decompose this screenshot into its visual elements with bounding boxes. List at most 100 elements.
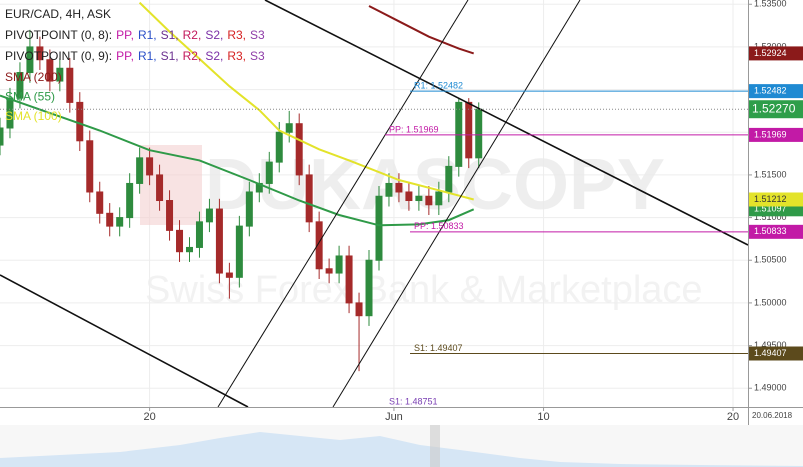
y-tick-label: 1.49000 [754, 383, 787, 393]
sma-line [0, 94, 475, 227]
navigator-window [430, 425, 440, 467]
y-tick-label: 1.50000 [754, 297, 787, 307]
candle-body [205, 208, 213, 223]
candle-body [195, 221, 203, 248]
candle-body [465, 101, 473, 159]
indicator-legend: PIVOTPOINT (0, 8): PP, R1, S1, R2, S2, R3, S3 [5, 28, 265, 42]
current-price-label: 1.52270 [752, 101, 796, 115]
price-tag [749, 192, 803, 207]
candle-body [315, 221, 323, 270]
candle-body [365, 259, 373, 317]
y-tick-label: 1.53500 [754, 0, 787, 9]
legend: EUR/CAD, 4H, ASK PIVOTPOINT (0, 8): PP, R1… [5, 7, 265, 123]
candle-body [395, 182, 403, 193]
price-tag-label: 1.51969 [754, 129, 787, 139]
trend-line [0, 274, 249, 408]
candle-body [156, 174, 164, 202]
axis-date: 20.06.2018 [752, 411, 793, 420]
indicator-item: R1, [138, 49, 157, 63]
pivot-label: S1: 1.49407 [414, 343, 463, 353]
candle-body [66, 67, 74, 103]
candle-body [26, 46, 34, 74]
x-tick-label: Jun [385, 411, 403, 423]
price-tag [749, 127, 803, 142]
candle-body [445, 165, 453, 193]
x-tick-label: 10 [537, 411, 549, 423]
indicator-item: S2, [205, 49, 223, 63]
pivot-label: S1: 1.48751 [389, 396, 438, 406]
candle-body [405, 191, 413, 202]
indicator-item: R2, [183, 49, 202, 63]
sma-line [368, 5, 475, 55]
candle-body [295, 123, 303, 176]
candle-body [385, 182, 393, 197]
indicator-item: S1, [161, 28, 179, 42]
candle-body [36, 46, 44, 61]
candle-body [435, 191, 443, 206]
channel-line [332, 0, 581, 408]
candle-body [166, 200, 174, 231]
pivot-label: PP: 1.51969 [389, 124, 439, 134]
candle-body [265, 161, 273, 184]
candle-body [245, 191, 253, 227]
channel-line [217, 0, 469, 408]
candle-body [285, 123, 293, 133]
indicator-item: S1, [161, 49, 179, 63]
candle-body [86, 140, 94, 193]
price-tag-label: 1.51097 [754, 204, 787, 214]
legend-entry: SMA (100) [5, 109, 62, 123]
price-tag-label: 1.52482 [754, 86, 787, 96]
candle-body [136, 157, 144, 184]
candle-body [146, 157, 154, 176]
watermark-brand: DUKASCOPY [205, 145, 665, 225]
candle-body [355, 302, 363, 317]
current-price-tag [749, 100, 803, 119]
indicator-legend: PIVOTPOINT (0, 9): PP, R1, S1, R2, S2, R3, S3 [5, 49, 265, 63]
pivot-label: R1: 1.52482 [414, 81, 463, 91]
trend-lines [0, 0, 749, 408]
candle-body [345, 255, 353, 304]
trend-line [264, 0, 749, 246]
indicator-item: S3 [250, 28, 265, 42]
candle-body [325, 268, 333, 274]
candle-body [76, 101, 84, 142]
price-tag-label: 1.51212 [754, 194, 787, 204]
time-axis [0, 407, 748, 425]
price-tag-label: 1.50833 [754, 226, 787, 236]
legend-entry: SMA (55) [5, 90, 55, 104]
legend-entry: SMA (200) [5, 70, 62, 84]
candle-body [475, 108, 483, 159]
candle-body [375, 195, 383, 261]
price-tag [749, 84, 803, 99]
candle-body [455, 101, 463, 167]
candle-body [335, 255, 343, 274]
y-tick-label: 1.53000 [754, 41, 787, 51]
indicator-item: R2, [183, 28, 202, 42]
candle-body [106, 212, 114, 227]
indicator-item: R3, [227, 28, 246, 42]
y-tick-label: 1.49500 [754, 340, 787, 350]
chart-title: EUR/CAD, 4H, ASK [5, 7, 111, 21]
candle-body [305, 174, 313, 223]
candle-body [235, 225, 243, 278]
candle-body [185, 246, 193, 253]
indicator-label: PIVOTPOINT (0, 9): [5, 49, 112, 63]
candle-body [215, 208, 223, 274]
y-tick-label: 1.51500 [754, 169, 787, 179]
indicator-item: PP, [116, 49, 134, 63]
candle-body [225, 272, 233, 278]
price-tag [749, 46, 803, 61]
navigator [0, 425, 803, 467]
candles [0, 29, 483, 372]
candle-body [56, 67, 64, 82]
price-tag [749, 346, 803, 361]
candle-body [116, 217, 124, 227]
pivot-levels: R1: 1.52482 PP: 1.51969 PP: 1.50833 S1: 1.4… [0, 81, 748, 406]
price-tag-label: 1.49407 [754, 348, 787, 358]
navigator-area [0, 432, 803, 467]
price-tags: 1.52482 1.51969 1.50833 1.49407 1.52924 1.510… [749, 46, 803, 361]
indicator-lines [0, 1, 475, 227]
candle-body [46, 59, 54, 82]
